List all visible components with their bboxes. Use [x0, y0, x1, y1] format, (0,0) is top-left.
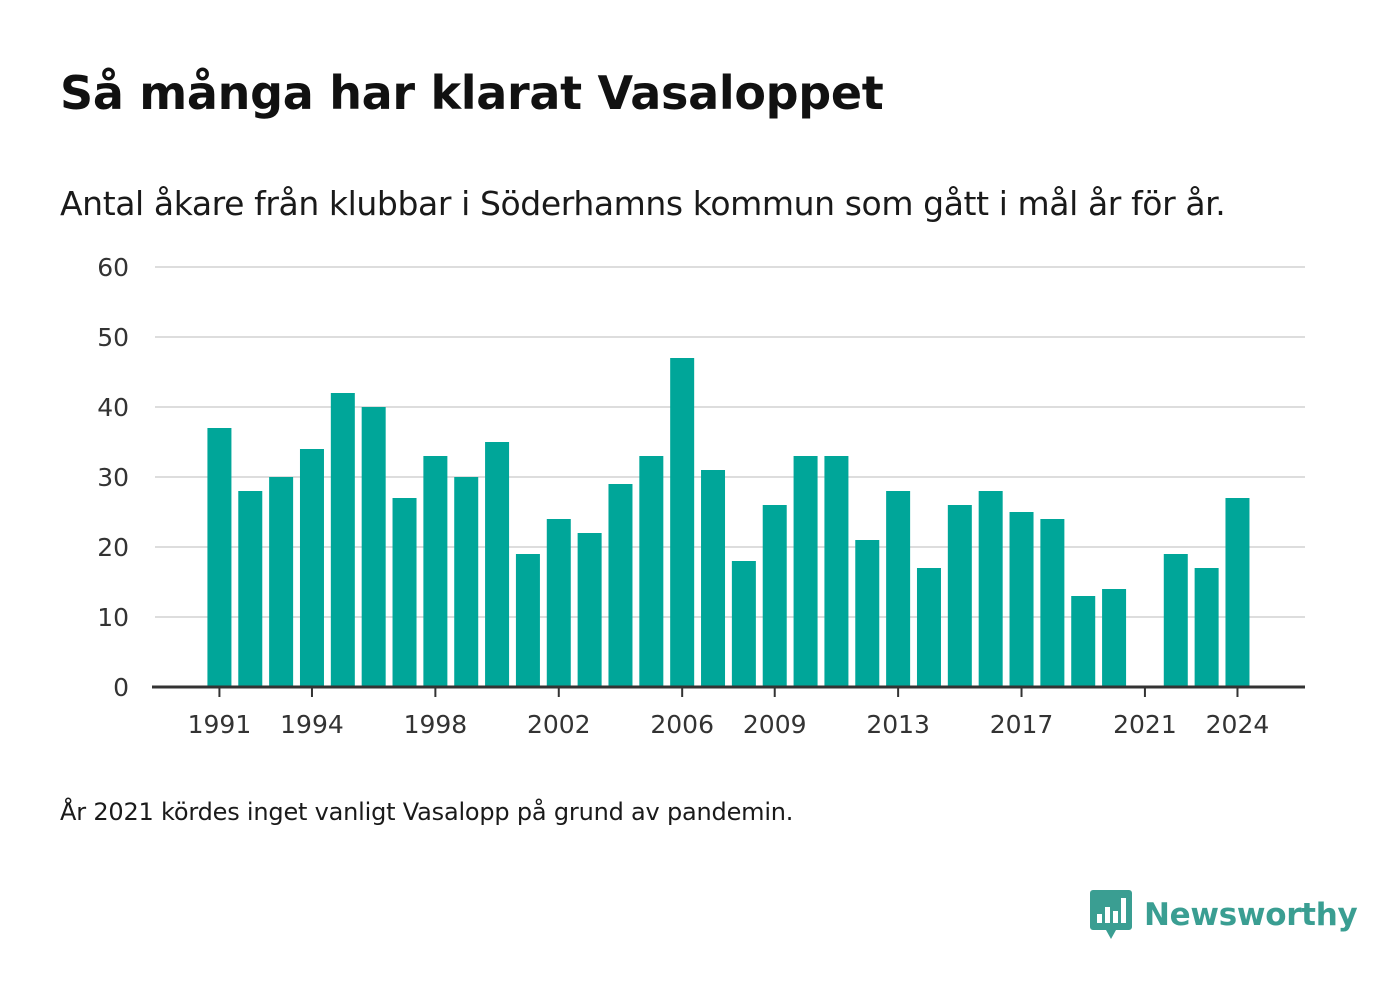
axes: 0 10 20 30 40 50 60 1991 1994 1998 2002 2006 2009 201… — [97, 253, 1305, 739]
bar-2010 — [793, 456, 818, 687]
x-tick-label: 2009 — [743, 710, 807, 739]
bar-2008 — [731, 561, 756, 687]
gridlines — [155, 266, 1305, 618]
bar-1995 — [330, 393, 355, 687]
bar-2014 — [916, 568, 941, 687]
x-tick-label: 1998 — [404, 710, 468, 739]
bar-2011 — [824, 456, 849, 687]
y-tick-label: 0 — [113, 673, 129, 702]
y-tick-label: 50 — [97, 323, 129, 352]
bar-1994 — [299, 449, 324, 687]
brand-logo: Newsworthy — [1090, 890, 1358, 940]
bar-2002 — [546, 519, 571, 687]
bar-2024 — [1225, 498, 1250, 687]
bars — [207, 358, 1250, 687]
y-tick-label: 60 — [97, 253, 129, 282]
bar-2000 — [485, 442, 510, 687]
bar-2016 — [978, 491, 1003, 687]
chart-title: Så många har klarat Vasaloppet — [60, 66, 884, 120]
bar-1991 — [207, 428, 232, 687]
y-tick-label: 20 — [97, 533, 129, 562]
bar-chart: 0 10 20 30 40 50 60 1991 1994 1998 2002 2006 2009 201… — [97, 253, 1305, 739]
x-tick-label: 2002 — [527, 710, 591, 739]
brand-name: Newsworthy — [1144, 897, 1358, 933]
bar-2013 — [886, 491, 911, 687]
x-tick-label: 2017 — [990, 710, 1054, 739]
bar-2018 — [1040, 519, 1065, 687]
bar-1993 — [269, 477, 294, 687]
chart-subtitle: Antal åkare från klubbar i Söderhamns ko… — [60, 184, 1226, 223]
bar-chart-speech-bubble-icon — [1090, 890, 1132, 939]
bar-1992 — [238, 491, 263, 687]
bar-2017 — [1009, 512, 1034, 687]
bar-2004 — [608, 484, 633, 687]
bar-1999 — [454, 477, 479, 687]
bar-2007 — [701, 470, 726, 687]
bar-2005 — [639, 456, 664, 687]
y-tick-label: 40 — [97, 393, 129, 422]
x-tick-label: 2006 — [650, 710, 714, 739]
bar-2006 — [670, 358, 695, 687]
bar-1997 — [392, 498, 417, 687]
y-tick-label: 10 — [97, 603, 129, 632]
bar-2015 — [947, 505, 972, 687]
x-tick-label: 1991 — [188, 710, 252, 739]
y-tick-label: 30 — [97, 463, 129, 492]
bar-2023 — [1194, 568, 1219, 687]
bar-2022 — [1163, 554, 1188, 687]
x-tick-label: 2024 — [1206, 710, 1270, 739]
bar-2019 — [1071, 596, 1096, 687]
x-tick-label: 2013 — [866, 710, 930, 739]
bar-2009 — [762, 505, 787, 687]
bar-2001 — [515, 554, 540, 687]
bar-2020 — [1102, 589, 1127, 687]
x-tick-label: 1994 — [280, 710, 344, 739]
footnote: År 2021 kördes inget vanligt Vasalopp på… — [60, 798, 794, 826]
bar-1996 — [361, 407, 386, 687]
bar-2003 — [577, 533, 602, 687]
x-tick-label: 2021 — [1113, 710, 1177, 739]
bar-2012 — [855, 540, 880, 687]
bar-1998 — [423, 456, 448, 687]
